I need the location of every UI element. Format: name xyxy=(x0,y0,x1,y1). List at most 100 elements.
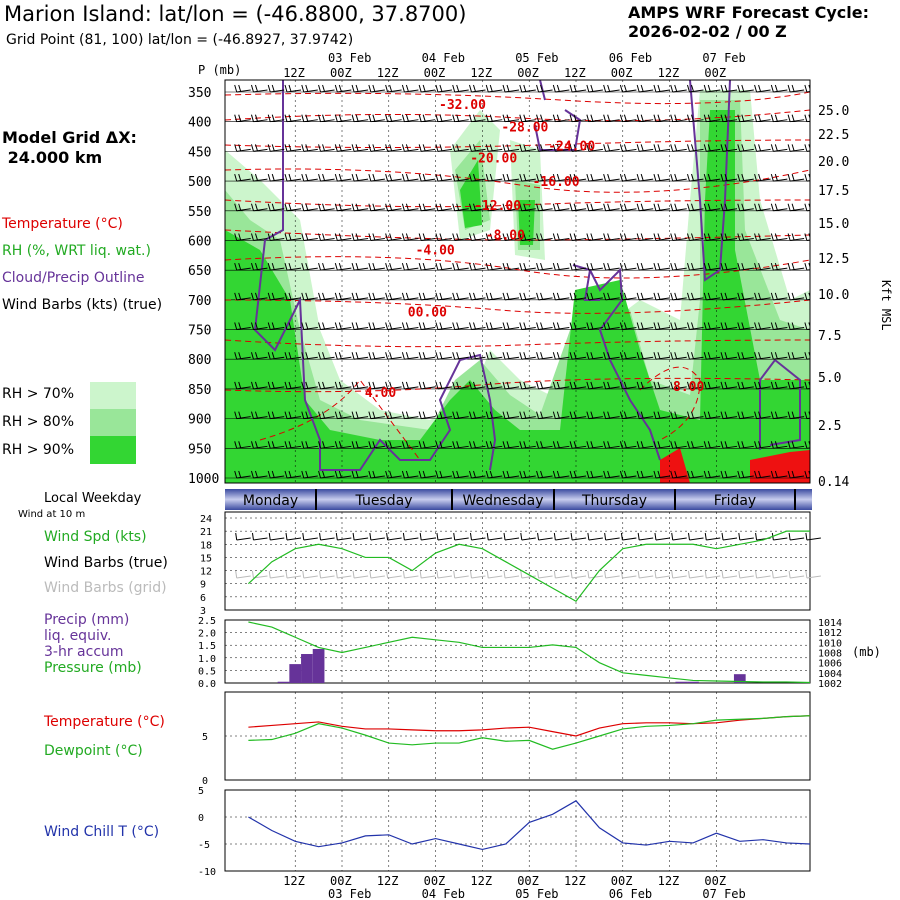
barb-shaft xyxy=(454,89,469,93)
legend-rh: RH (%, WRT liq. wat.) xyxy=(2,243,151,259)
barb-shaft xyxy=(555,267,570,271)
barb-flag xyxy=(401,381,405,390)
barb-shaft xyxy=(639,356,654,360)
wind-barb xyxy=(670,470,687,479)
barb-shaft xyxy=(270,267,285,271)
barb-shaft xyxy=(387,119,402,123)
wind-barb-grid xyxy=(671,570,687,579)
barb-flag xyxy=(573,233,577,241)
wind-barb xyxy=(670,441,687,449)
top-date-label: 06 Feb xyxy=(609,51,652,65)
barb-flag xyxy=(691,114,694,122)
barb-flag xyxy=(452,322,456,330)
barb-flag xyxy=(540,381,544,389)
barb-flag xyxy=(368,84,372,93)
wind-barb xyxy=(687,352,704,360)
barb-shaft xyxy=(387,356,402,360)
barb-flag xyxy=(754,470,758,479)
barb-shaft xyxy=(270,148,285,152)
wind-barb xyxy=(586,84,603,93)
wind-barbs-grid-label: Wind Barbs (grid) xyxy=(44,580,167,596)
barb-shaft xyxy=(437,327,453,331)
barb-flag xyxy=(674,84,678,92)
wind-barb xyxy=(603,233,620,241)
barb-shaft xyxy=(555,475,570,479)
wind-barb xyxy=(267,263,285,271)
barb-flag xyxy=(724,114,728,122)
wind-barb xyxy=(619,144,637,152)
top-date-label: 07 Feb xyxy=(702,51,745,65)
barb-shaft xyxy=(706,178,721,182)
barb-flag xyxy=(573,441,577,448)
barb-shaft xyxy=(672,575,687,579)
barb-shaft xyxy=(337,575,352,579)
barb-flag xyxy=(369,570,372,579)
wind-barb xyxy=(552,470,570,479)
barb-flag xyxy=(737,263,741,271)
barb-flag xyxy=(254,233,258,241)
barb-flag xyxy=(552,441,556,449)
wind-barb xyxy=(452,203,469,212)
wind-barb-10m xyxy=(285,532,302,541)
barb-flag xyxy=(607,84,611,92)
barb-flag xyxy=(271,114,275,122)
wind-barb-grid xyxy=(570,570,587,579)
barb-flag xyxy=(556,292,560,300)
barb-flag xyxy=(439,114,443,122)
chill-tick-label: 5 xyxy=(198,786,204,797)
barb-shaft xyxy=(303,327,318,331)
pressure-tick-label: 450 xyxy=(188,145,211,160)
barb-flag xyxy=(536,292,540,300)
wind-barb xyxy=(552,441,570,449)
barb-flag xyxy=(670,173,674,182)
barb-flag xyxy=(473,173,476,181)
barb-shaft xyxy=(722,356,738,360)
barb-shaft xyxy=(303,297,318,301)
barb-flag xyxy=(573,352,577,359)
wind-barb xyxy=(569,144,587,152)
barb-flag xyxy=(540,352,544,359)
barb-flag xyxy=(322,352,326,359)
barb-flag xyxy=(804,84,808,93)
wind-barb xyxy=(737,381,754,390)
barb-shaft xyxy=(253,327,268,331)
pressure-tick-label: 650 xyxy=(188,264,211,279)
wind-barb xyxy=(502,322,520,331)
barb-flag xyxy=(305,441,309,448)
barb-flag xyxy=(737,441,741,449)
barb-flag xyxy=(741,322,745,330)
barb-flag xyxy=(540,144,544,152)
barb-flag xyxy=(271,381,275,389)
wind-barb xyxy=(385,263,402,271)
barb-flag xyxy=(724,203,728,211)
barb-flag xyxy=(506,173,510,181)
barb-flag xyxy=(405,441,409,448)
barb-flag xyxy=(489,352,493,359)
wind-barb xyxy=(770,322,788,331)
barb-shaft xyxy=(773,267,788,271)
barb-shaft xyxy=(555,119,570,123)
wind-barb xyxy=(569,470,587,479)
barb-flag xyxy=(674,352,678,359)
barb-flag xyxy=(540,292,544,300)
wind-barb xyxy=(418,322,436,331)
barb-flag xyxy=(284,233,288,241)
barb-flag xyxy=(657,381,661,389)
barb-flag xyxy=(334,381,338,390)
barb-flag xyxy=(607,381,611,389)
barb-flag xyxy=(284,173,288,182)
barb-flag xyxy=(469,570,472,579)
wind-barb xyxy=(552,173,570,182)
barb-flag xyxy=(271,352,275,359)
barb-shaft xyxy=(421,416,436,420)
barb-flag xyxy=(456,84,460,92)
barb-flag xyxy=(674,292,678,300)
barb-flag xyxy=(603,144,607,152)
wind-barb-10m xyxy=(419,532,436,541)
wind-barb xyxy=(234,84,251,93)
barb-flag xyxy=(485,173,489,182)
barb-shaft xyxy=(270,537,285,541)
barb-flag xyxy=(422,441,426,448)
barb-shaft xyxy=(706,445,721,449)
